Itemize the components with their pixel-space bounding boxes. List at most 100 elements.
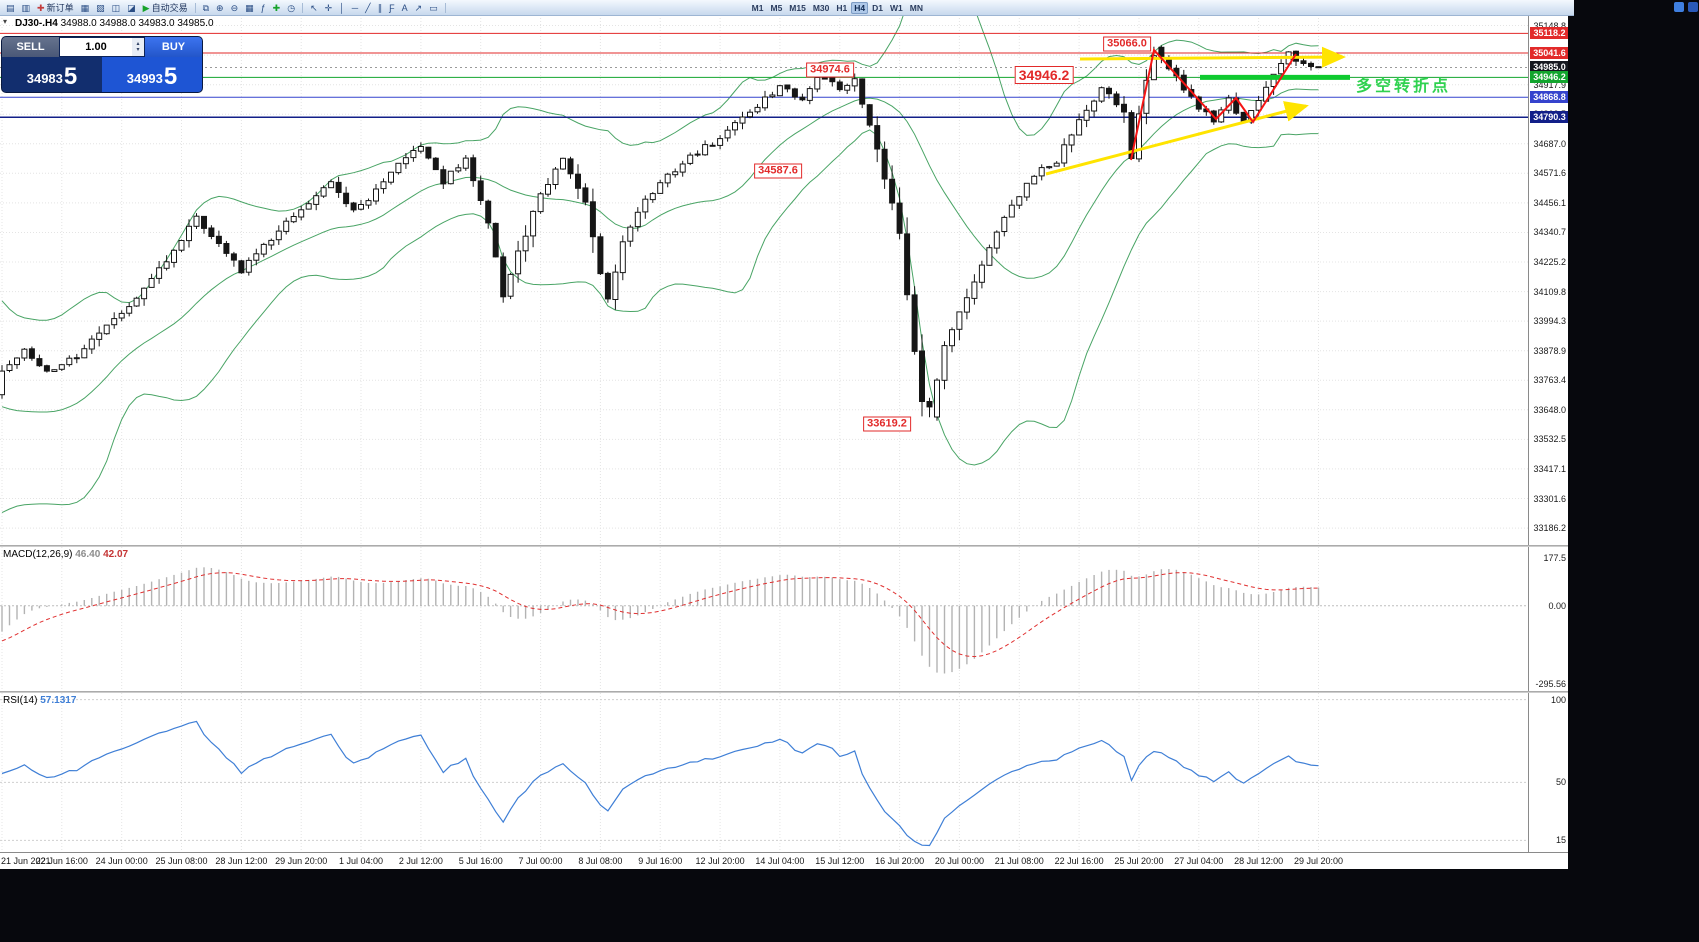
buy-price[interactable]: 34993 5 [102, 57, 202, 92]
data-window-button[interactable]: ▧ [93, 1, 108, 14]
add-indicator-icon: ✚ [272, 2, 281, 13]
time-axis-label: 16 Jul 20:00 [875, 856, 925, 866]
one-click-trading-panel: SELL 1.00 ▴ ▾ BUY 34983 5 34993 5 [2, 37, 202, 92]
zoom-out-button[interactable]: ⊖ [228, 1, 242, 14]
auto-trading-button[interactable]: ▶ 自动交易 [140, 1, 191, 14]
stepper-down-icon[interactable]: ▾ [136, 47, 140, 53]
navigator-button[interactable]: ◫ [109, 1, 124, 14]
sell-button[interactable]: SELL [2, 37, 59, 57]
timeframe-m30-button[interactable]: M30 [812, 2, 830, 13]
cursor-button[interactable]: ↖ [307, 1, 321, 14]
time-axis-label: 29 Jun 20:00 [275, 856, 328, 866]
tray-icon-2[interactable] [1688, 2, 1698, 12]
profiles-button[interactable]: ▥ [19, 1, 34, 14]
timeframe-mn-button[interactable]: MN [909, 2, 923, 13]
macd-name: MACD(12,26,9) [3, 549, 73, 560]
timeframe-w1-button[interactable]: W1 [890, 2, 903, 13]
yellow-trendline-2[interactable] [1079, 46, 1346, 68]
new-chart-button[interactable]: ▤ [3, 1, 18, 14]
rsi-name: RSI(14) [3, 695, 38, 706]
timeframe-h4-button[interactable]: H4 [851, 1, 869, 14]
price-callout-34946.2[interactable]: 34946.2 [1014, 66, 1074, 84]
toolbar-separator [302, 2, 304, 13]
time-axis-label: 29 Jul 20:00 [1293, 856, 1343, 866]
tile-windows-icon: ⧉ [202, 2, 210, 13]
time-axis-label: 27 Jul 04:00 [1174, 856, 1224, 866]
auto-trading-button-label: 自动交易 [151, 3, 188, 13]
toolbar-separator [444, 2, 446, 13]
time-axis-label: 15 Jul 12:00 [815, 856, 865, 866]
channel-button[interactable]: ∥ [375, 1, 386, 14]
red-zigzag[interactable] [1130, 47, 1297, 161]
volume-input[interactable]: 1.00 ▴ ▾ [60, 38, 144, 56]
price-tick: 34687.0 [1533, 138, 1566, 149]
text-tool-button[interactable]: A [399, 1, 411, 14]
bull-bear-turning-point-note[interactable]: 多空转折点 [1356, 78, 1452, 95]
sell-price[interactable]: 34983 5 [2, 57, 102, 92]
trendline-icon: ╱ [365, 2, 371, 13]
desktop-bottom-area [0, 869, 1568, 942]
macd-signal-value: 42.07 [103, 549, 129, 560]
shapes-icon: ▭ [429, 2, 438, 13]
periods-icon: ◷ [287, 2, 296, 13]
macd-label: MACD(12,26,9) 46.40 42.07 [3, 549, 128, 560]
yellow-trendline-1[interactable] [1045, 101, 1309, 176]
crosshair-button[interactable]: ✛ [322, 1, 336, 14]
terminal-button[interactable]: ◪ [124, 1, 139, 14]
time-axis-label: 2 Jul 12:00 [398, 856, 443, 866]
stepper-up-icon[interactable]: ▴ [136, 41, 140, 47]
tray-icons [1674, 2, 1698, 12]
time-axis-label: 21 Jun 2021 [1, 856, 51, 866]
buy-button[interactable]: BUY [145, 37, 202, 57]
arrow-tool-button[interactable]: ↗ [412, 1, 426, 14]
price-tag-35118.2: 35118.2 [1530, 27, 1568, 40]
periods-button[interactable]: ◷ [284, 1, 298, 14]
fibonacci-button[interactable]: Ƒ [386, 1, 398, 14]
time-axis-label: 5 Jul 16:00 [458, 856, 503, 866]
timeframe-h1-button[interactable]: H1 [836, 2, 848, 13]
vertical-line-button[interactable]: │ [336, 1, 348, 14]
indicators-list-button[interactable]: ƒ [258, 1, 269, 14]
price-tick: 33878.9 [1533, 345, 1566, 356]
market-watch-button[interactable]: ▦ [78, 1, 93, 14]
new-order-button[interactable]: ✚ 新订单 [34, 1, 77, 14]
price-callout-34974.6[interactable]: 34974.6 [806, 62, 854, 78]
data-window-icon: ▧ [96, 2, 105, 13]
timeframe-m5-button[interactable]: M5 [770, 2, 783, 13]
shapes-button[interactable]: ▭ [426, 1, 441, 14]
price-callout-33619.2[interactable]: 33619.2 [863, 416, 911, 432]
panel-separator-macd[interactable] [0, 545, 1568, 547]
macd-main-value: 46.40 [75, 549, 101, 560]
price-tick: 34340.7 [1533, 227, 1566, 238]
timeframe-m1-button[interactable]: M1 [751, 2, 764, 13]
grid-toggle-button[interactable]: ▦ [242, 1, 257, 14]
tile-windows-button[interactable]: ⧉ [200, 1, 212, 14]
price-tick: 33763.4 [1533, 375, 1566, 386]
time-axis-label: 7 Jul 00:00 [518, 856, 563, 866]
auto-trading-icon: ▶ [142, 2, 150, 13]
timeframe-d1-button[interactable]: D1 [872, 2, 884, 13]
timeframe-m15-button[interactable]: M15 [789, 2, 806, 13]
price-axis[interactable]: 35148.835033.434917.934802.534687.034571… [1528, 15, 1568, 852]
horizontal-line-icon: ─ [351, 2, 359, 13]
new-chart-icon: ▤ [6, 2, 15, 13]
zoom-in-button[interactable]: ⊕ [213, 1, 227, 14]
tray-icon-1[interactable] [1674, 2, 1684, 12]
volume-stepper[interactable]: ▴ ▾ [132, 38, 144, 56]
trendline-button[interactable]: ╱ [362, 1, 373, 14]
price-callout-34587.6[interactable]: 34587.6 [754, 163, 802, 179]
time-axis[interactable]: 21 Jun 2021 22 Jun 16:00 24 Jun 00:00 25 Ju… [0, 852, 1568, 869]
panel-separator-rsi[interactable] [0, 691, 1568, 693]
macd-panel-canvas[interactable] [0, 547, 1528, 691]
time-axis-label: 1 Jul 04:00 [339, 856, 384, 866]
price-callout-35066.0[interactable]: 35066.0 [1103, 36, 1151, 52]
add-indicator-button[interactable]: ✚ [270, 1, 284, 14]
time-axis-label: 21 Jul 08:00 [994, 856, 1044, 866]
bollinger-bands [1, 15, 1319, 514]
chart-window[interactable]: 35148.835033.434917.934802.534687.034571… [0, 15, 1568, 869]
rsi-panel-canvas[interactable] [0, 693, 1528, 852]
trade-panel-toggle-icon[interactable]: ▾ [3, 17, 8, 26]
price-chart-canvas[interactable] [0, 15, 1528, 545]
horizontal-line-button[interactable]: ─ [349, 1, 361, 14]
time-axis-label: 9 Jul 16:00 [638, 856, 683, 866]
